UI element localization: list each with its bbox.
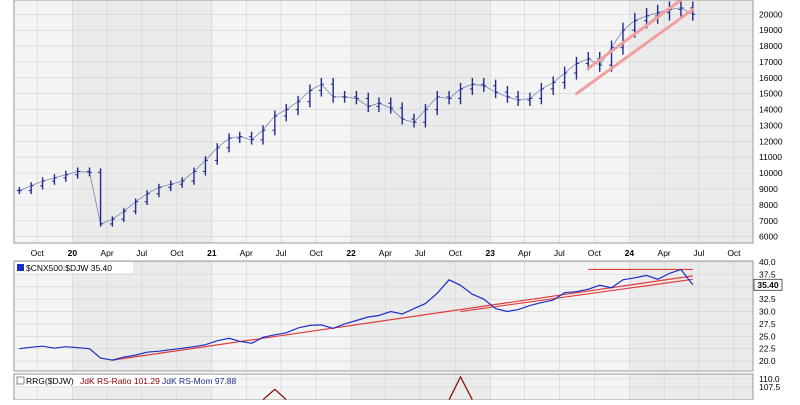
price-y-tick-label: 18000 [759,41,783,51]
price-x-tick-label: Jul [693,248,704,258]
price-y-tick-label: 20000 [759,9,783,19]
price-x-tick-label: Apr [100,248,113,258]
ratio-legend-label: $CNX500:$DJW 35.40 [26,263,112,273]
price-x-tick-label: Jul [136,248,147,258]
price-x-tick-label: 23 [486,248,496,258]
price-y-axis: 6000 7000 8000 9000 10000 11000 12000 13000 1400… [759,9,783,241]
price-x-tick-label: Apr [379,248,392,258]
ratio-trendline [112,275,693,361]
price-x-tick-label: Oct [309,248,323,258]
ratio-y-tick-label: 22.5 [759,344,776,354]
rrg-rs-ratio-line [262,375,473,401]
ratio-series-line [19,268,694,361]
price-channel-trendline [574,8,695,96]
price-y-tick-label: 17000 [759,57,783,67]
ratio-legend: $CNX500:$DJW 35.40 [15,262,133,273]
price-y-tick-label: 12000 [759,136,783,146]
price-x-tick-label: Apr [518,248,531,258]
price-close-path [19,7,693,225]
ratio-trendline [460,278,693,313]
price-y-tick-label: 10000 [759,168,783,178]
price-y-tick-label: 8000 [759,200,778,210]
ratio-panel: 20.022.525.027.530.032.535.037.540.0 $CN… [13,257,783,372]
rrg-legend-prefix: RRG($DJW) [26,376,74,386]
ratio-last-value-label: 35.40 [757,280,779,290]
year-shade-band [72,261,212,371]
ratio-legend-box [15,262,133,273]
ratio-legend-swatch [17,264,24,271]
price-x-tick-label: Apr [658,248,671,258]
price-y-tick-label: 16000 [759,73,783,83]
price-x-tick-label: Oct [170,248,184,258]
year-shade-band [629,0,753,243]
ratio-last-value-marker: 35.40 [753,278,783,291]
price-x-tick-label: 22 [346,248,356,258]
ratio-y-tick-label: 37.5 [759,269,776,279]
price-x-tick-label: 24 [625,248,635,258]
price-x-tick-label: Jul [554,248,565,258]
ratio-y-tick-label: 30.0 [759,307,776,317]
ratio-y-tick-label: 40.0 [759,257,776,267]
price-y-tick-label: 13000 [759,120,783,130]
rrg-y-tick-label: 107.5 [759,382,781,392]
rrg-legend-ratio: JdK RS-Ratio 101.29 [80,376,160,386]
ratio-plot-border [13,260,754,372]
rrg-y-tick-label: 110.0 [759,374,780,384]
price-x-tick-label: 20 [68,248,78,258]
rrg-legend-box [15,375,223,386]
rrg-legend-swatch [16,376,25,385]
year-shade-band [629,261,753,371]
price-x-tick-label: Jul [415,248,426,258]
year-shade-band [72,0,212,243]
price-y-tick-label: 7000 [759,216,778,226]
price-y-tick-label: 11000 [759,152,782,162]
price-y-tick-label: 14000 [759,105,783,115]
ratio-last-value-box [753,278,783,291]
ratio-y-tick-label: 27.5 [759,319,776,329]
price-x-axis: Oct 20 Apr Jul Oct 21 Apr Jul Oct 22 Apr Jul Oct 23 Ap… [31,248,742,258]
price-x-tick-label: Jul [275,248,286,258]
price-y-tick-label: 19000 [759,25,783,35]
year-shade-band [351,0,491,243]
price-channel-trendline [586,0,683,70]
price-x-tick-label: Oct [727,248,741,258]
price-plot-border [13,0,754,244]
ratio-y-tick-label: 25.0 [759,331,776,341]
price-x-tick-label: Apr [240,248,253,258]
price-x-tick-label: Oct [449,248,463,258]
price-y-tick-label: 6000 [759,232,778,242]
ratio-y-axis: 20.022.525.027.530.032.535.037.540.0 [759,257,776,366]
price-x-tick-label: Oct [31,248,45,258]
price-y-tick-label: 15000 [759,89,783,99]
ratio-y-tick-label: 20.0 [759,356,776,366]
price-x-tick-label: 21 [207,248,217,258]
rrg-legend: RRG($DJW) JdK RS-Ratio 101.29 JdK RS-Mom… [15,375,236,386]
price-x-tick-label: Oct [588,248,602,258]
ratio-y-tick-label: 32.5 [759,294,776,304]
price-y-tick-label: 9000 [759,184,778,194]
price-panel: 6000 7000 8000 9000 10000 11000 12000 13000 1400… [13,0,783,258]
rrg-legend-momentum: JdK RS-Mom 97.88 [162,376,236,386]
